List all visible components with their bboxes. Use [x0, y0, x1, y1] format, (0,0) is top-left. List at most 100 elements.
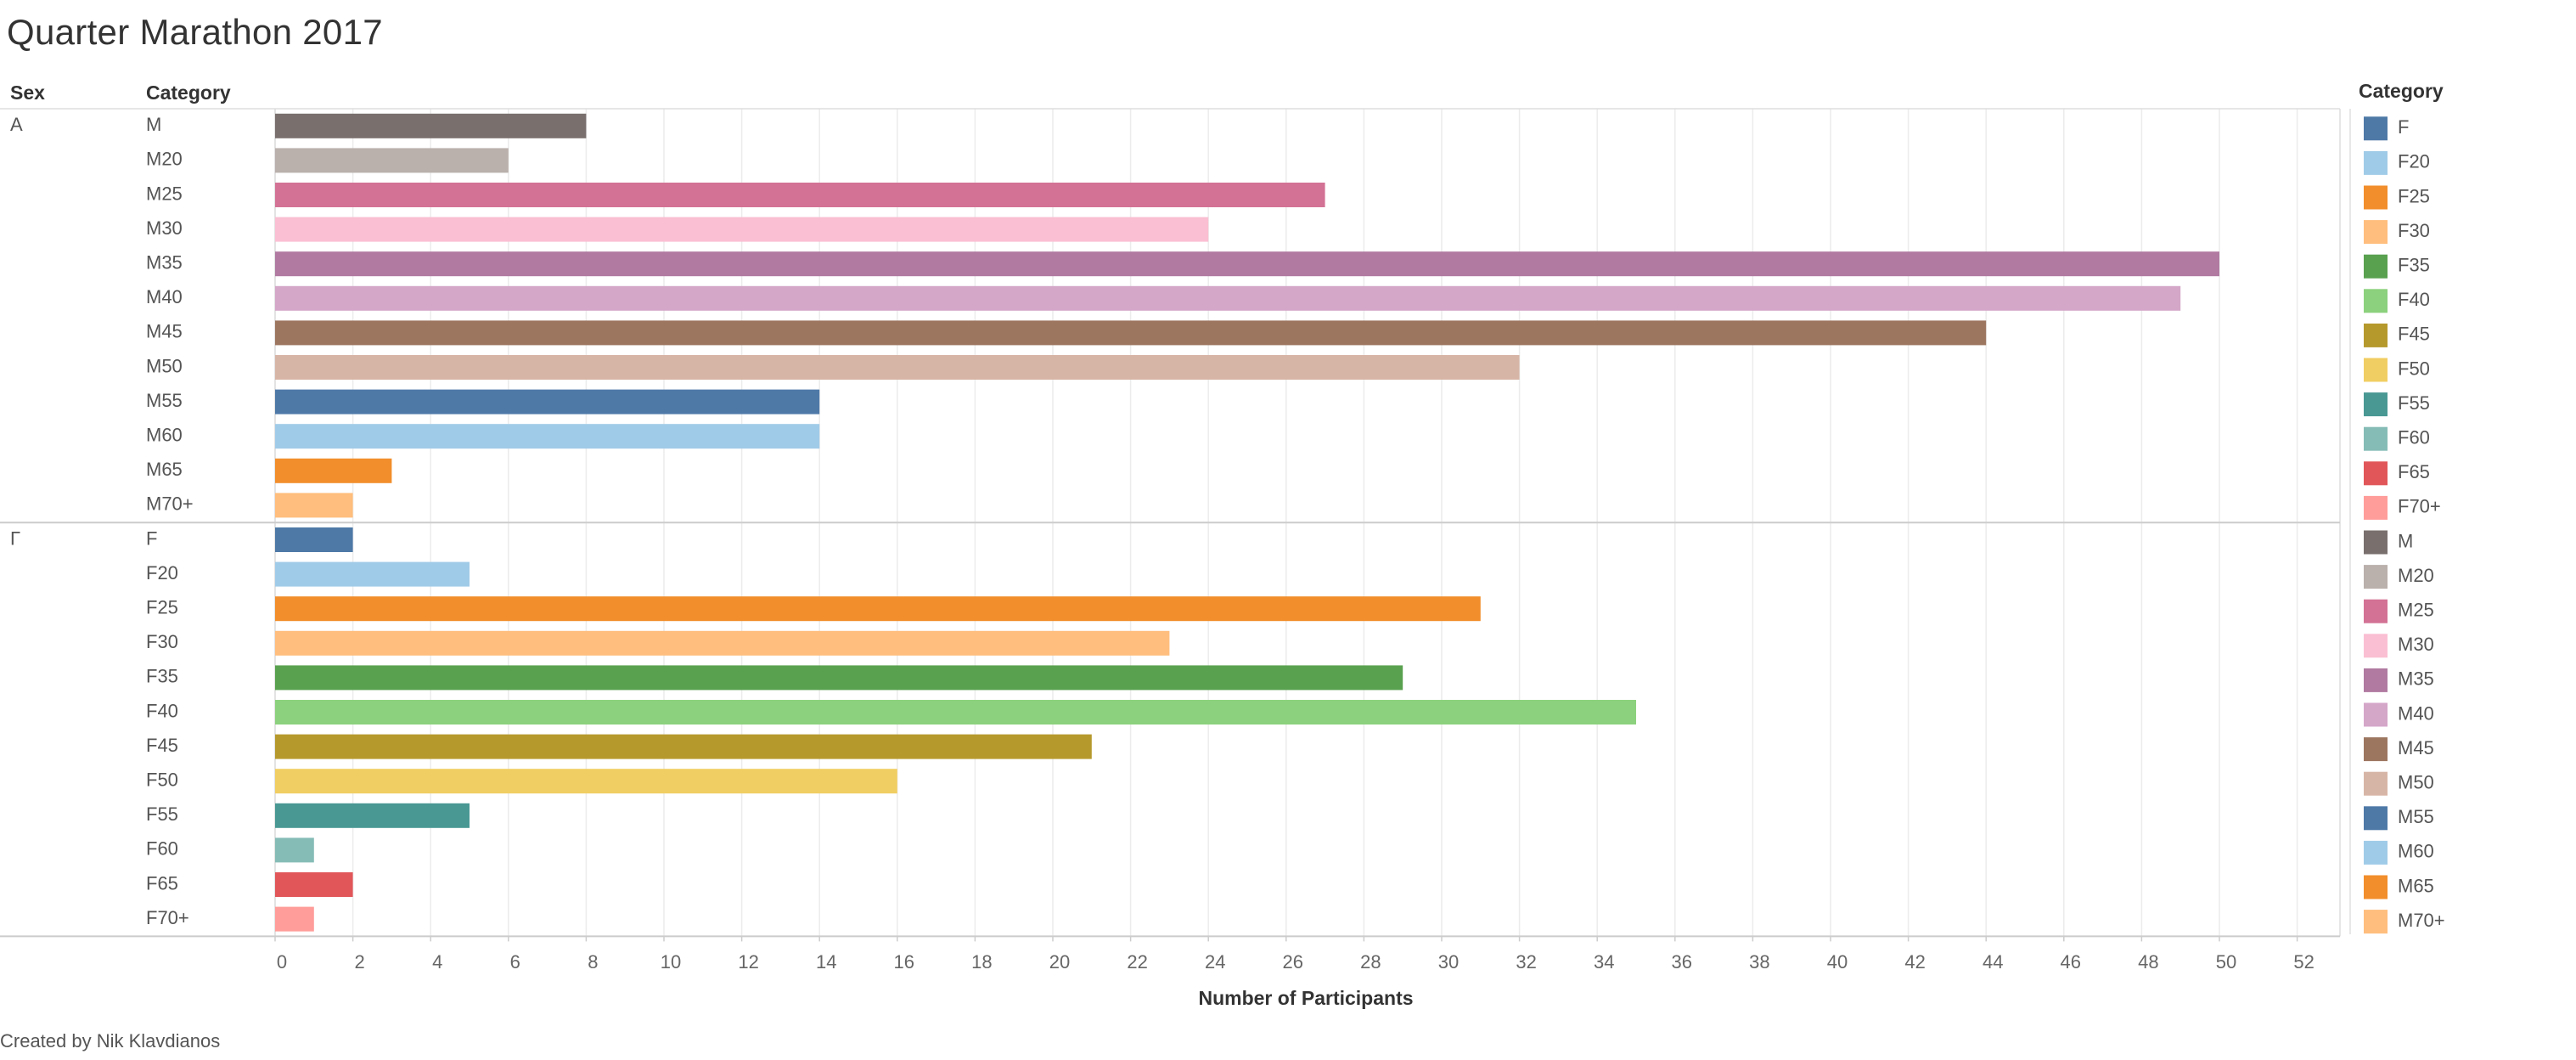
x-tick-label: 40 — [1827, 951, 1848, 973]
category-label: M70+ — [146, 493, 194, 515]
legend-swatch[interactable] — [2364, 289, 2388, 313]
row-header-sex: Sex — [10, 82, 45, 104]
legend-swatch[interactable] — [2364, 806, 2388, 831]
x-tick-label: 30 — [1438, 951, 1459, 973]
bar-f20[interactable] — [275, 561, 470, 587]
legend-swatch[interactable] — [2364, 426, 2388, 451]
legend-label[interactable]: M20 — [2398, 565, 2434, 586]
bar-f45[interactable] — [275, 734, 1092, 759]
x-tick-label: 18 — [971, 951, 992, 973]
legend-label[interactable]: M70+ — [2398, 910, 2445, 931]
legend-label[interactable]: F45 — [2398, 324, 2430, 345]
x-tick-label: 42 — [1904, 951, 1925, 973]
bar-f70-plus[interactable] — [275, 906, 314, 932]
bar-f40[interactable] — [275, 700, 1636, 725]
legend-swatch[interactable] — [2364, 323, 2388, 347]
x-tick-label: 16 — [894, 951, 914, 973]
x-tick-label: 6 — [510, 951, 520, 973]
legend-label[interactable]: M45 — [2398, 737, 2434, 758]
legend-swatch[interactable] — [2364, 530, 2388, 555]
legend-label[interactable]: F25 — [2398, 185, 2430, 206]
legend-label[interactable]: M — [2398, 530, 2413, 551]
legend-swatch[interactable] — [2364, 220, 2388, 245]
bar-m45[interactable] — [275, 320, 1987, 346]
legend-label[interactable]: F65 — [2398, 461, 2430, 482]
x-tick-label: 44 — [1983, 951, 2003, 973]
legend-label[interactable]: F — [2398, 116, 2409, 138]
legend-swatch[interactable] — [2364, 910, 2388, 934]
legend-label[interactable]: F70+ — [2398, 496, 2441, 517]
legend-label[interactable]: M35 — [2398, 668, 2434, 690]
legend-label[interactable]: F40 — [2398, 289, 2430, 310]
bar-f55[interactable] — [275, 803, 470, 828]
category-label: M20 — [146, 149, 183, 170]
category-label: M — [146, 114, 161, 135]
legend-label[interactable]: M30 — [2398, 634, 2434, 655]
bar-m55[interactable] — [275, 389, 820, 414]
bar-f65[interactable] — [275, 872, 353, 897]
legend-swatch[interactable] — [2364, 495, 2388, 520]
legend-swatch[interactable] — [2364, 771, 2388, 796]
legend-swatch[interactable] — [2364, 668, 2388, 692]
legend-swatch[interactable] — [2364, 185, 2388, 210]
legend-swatch[interactable] — [2364, 254, 2388, 279]
bar-f30[interactable] — [275, 630, 1170, 656]
legend-label[interactable]: F50 — [2398, 358, 2430, 379]
legend-swatch[interactable] — [2364, 358, 2388, 382]
legend-swatch[interactable] — [2364, 702, 2388, 727]
bar-m[interactable] — [275, 113, 587, 138]
legend-label[interactable]: M60 — [2398, 841, 2434, 862]
sex-label: Γ — [10, 527, 20, 549]
legend-swatch[interactable] — [2364, 737, 2388, 762]
legend-swatch[interactable] — [2364, 875, 2388, 899]
legend-swatch[interactable] — [2364, 599, 2388, 623]
bar-m35[interactable] — [275, 251, 2219, 277]
legend-swatch[interactable] — [2364, 565, 2388, 589]
bar-f50[interactable] — [275, 769, 897, 794]
legend-label[interactable]: M50 — [2398, 772, 2434, 793]
category-label: F35 — [146, 666, 178, 687]
bar-m50[interactable] — [275, 355, 1520, 380]
bar-f35[interactable] — [275, 665, 1403, 691]
legend-swatch[interactable] — [2364, 461, 2388, 486]
bar-f[interactable] — [275, 527, 353, 552]
legend-label[interactable]: M65 — [2398, 875, 2434, 896]
chart-rows: A M M20 M25 M30 M35 M40 M45 M50 M55 M60 M65 M70+ Γ F F2… — [10, 113, 2219, 932]
legend-swatch[interactable] — [2364, 116, 2388, 141]
legend-label[interactable]: M40 — [2398, 702, 2434, 724]
x-tick-label: 14 — [816, 951, 836, 973]
legend-swatch[interactable] — [2364, 634, 2388, 658]
category-label: F50 — [146, 770, 178, 791]
bar-f60[interactable] — [275, 837, 314, 863]
legend-label[interactable]: F35 — [2398, 255, 2430, 276]
category-label: F55 — [146, 803, 178, 825]
category-label: F30 — [146, 631, 178, 652]
bar-m20[interactable] — [275, 148, 509, 173]
legend-label[interactable]: M55 — [2398, 806, 2434, 827]
legend-swatch[interactable] — [2364, 150, 2388, 175]
legend-label[interactable]: F30 — [2398, 220, 2430, 241]
bar-m65[interactable] — [275, 458, 392, 483]
x-axis: 0 2 4 6 8 10 12 14 16 18 20 22 24 26 28 30 32 34 36 38 40 42 4… — [274, 936, 2314, 973]
bar-m60[interactable] — [275, 424, 820, 449]
bar-m25[interactable] — [275, 183, 1325, 207]
x-axis-title: Number of Participants — [1198, 987, 1413, 1009]
bar-m30[interactable] — [275, 217, 1209, 242]
bar-f25[interactable] — [275, 596, 1481, 622]
category-label: F — [146, 527, 157, 549]
legend-label[interactable]: M25 — [2398, 600, 2434, 621]
legend-label[interactable]: F20 — [2398, 151, 2430, 172]
bar-m40[interactable] — [275, 285, 2181, 311]
legend-label[interactable]: F55 — [2398, 392, 2430, 414]
x-tick-label: 36 — [1672, 951, 1692, 973]
category-label: M45 — [146, 321, 183, 342]
x-tick-label: 12 — [738, 951, 758, 973]
bar-m70-plus[interactable] — [275, 493, 353, 518]
category-label: M50 — [146, 355, 183, 376]
category-label: M35 — [146, 252, 183, 273]
legend-label[interactable]: F60 — [2398, 427, 2430, 448]
legend-swatch[interactable] — [2364, 392, 2388, 417]
legend-swatch[interactable] — [2364, 840, 2388, 865]
sex-label: A — [10, 114, 23, 135]
